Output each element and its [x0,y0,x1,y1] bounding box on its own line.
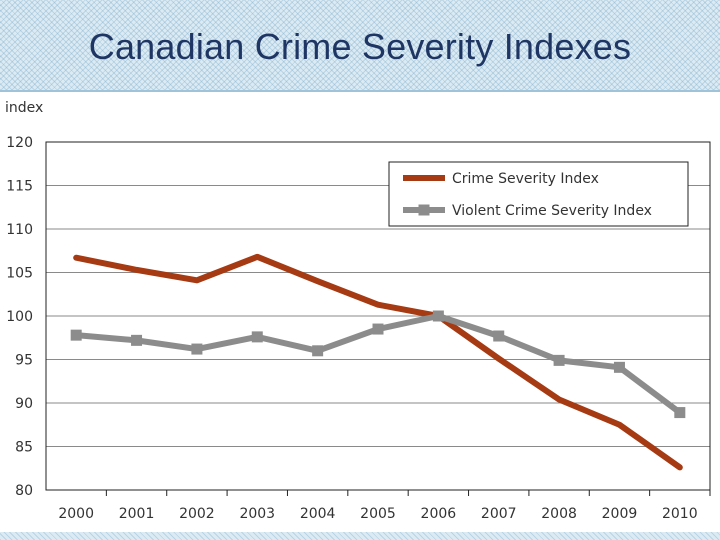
x-tick-label: 2008 [541,506,577,522]
x-tick-label: 2005 [360,506,396,522]
data-point [312,345,324,357]
x-tick-label: 2000 [58,506,94,522]
line-chart: index 80 85 90 95 100 105 110 115 120 2000 2001 20… [5,100,711,522]
y-tick-label: 90 [15,396,33,412]
data-point [372,323,384,335]
x-tick-label: 2007 [481,506,517,522]
series-line-0 [73,253,683,471]
x-tick-label: 2003 [239,506,275,522]
x-tick-label: 2009 [602,506,638,522]
y-tick-label: 100 [6,309,33,325]
y-tick-label: 80 [15,483,33,499]
x-tick-label: 2004 [300,506,336,522]
legend-label: Crime Severity Index [452,171,599,187]
data-point [70,329,82,341]
legend-label: Violent Crime Severity Index [452,203,652,219]
data-point [493,330,505,342]
title-banner [0,0,720,92]
legend-marker [418,204,430,216]
legend: Crime Severity Index Violent Crime Severi… [388,161,689,227]
x-tick-label: 2002 [179,506,215,522]
data-point [251,331,263,343]
y-axis-label: index [5,100,43,116]
footer-strip [0,532,720,540]
x-tick-label: 2010 [662,506,698,522]
data-point [613,361,625,373]
y-tick-label: 115 [6,179,33,195]
data-point [432,310,444,322]
x-tick-label: 2006 [421,506,457,522]
y-tick-label: 95 [15,353,33,369]
plot-area-frame [45,141,711,491]
legend-box [388,161,689,227]
y-tick-label: 105 [6,266,33,282]
x-tick-label: 2001 [119,506,155,522]
y-tick-label: 120 [6,135,33,151]
data-point [191,343,203,355]
data-point [553,354,565,366]
slide-title: Canadian Crime Severity Indexes [88,26,632,67]
data-point [674,407,686,419]
y-tick-label: 85 [15,440,33,456]
y-tick-label: 110 [6,222,33,238]
data-point [131,334,143,346]
